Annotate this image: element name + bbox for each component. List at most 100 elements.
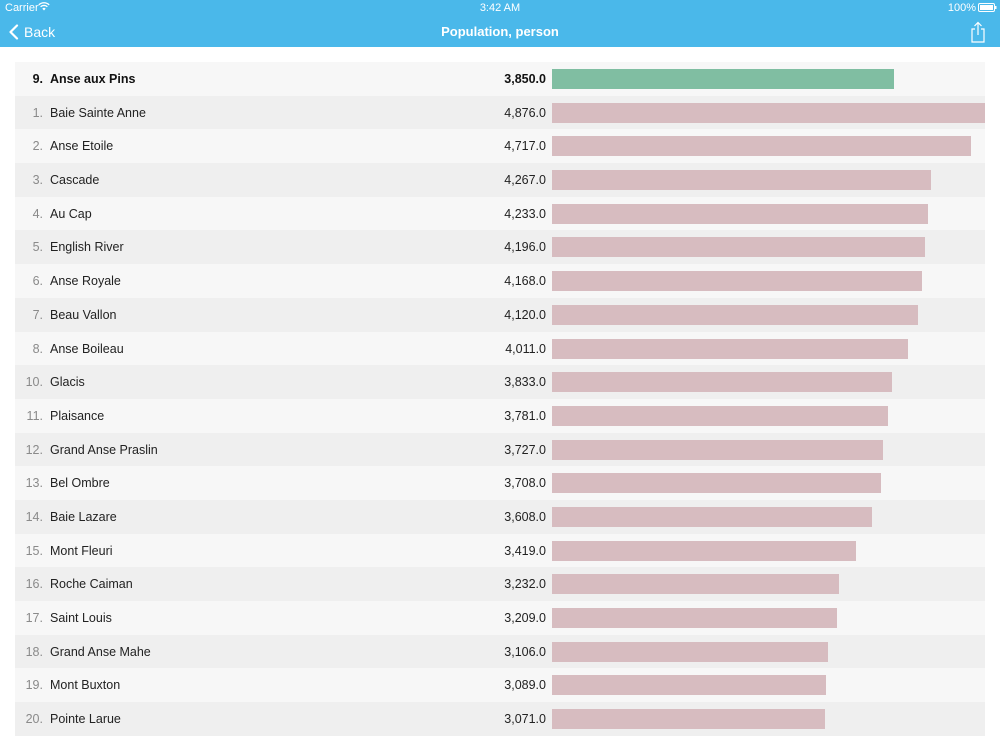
rank-label: 11. [26,408,43,423]
rank-label: 10. [25,375,43,390]
back-button[interactable]: Back [8,21,55,43]
district-name: Grand Anse Praslin [50,442,158,457]
value-label: 3,727.0 [504,442,546,457]
list-item[interactable]: 17. Saint Louis 3,209.0 [15,601,985,635]
list-item[interactable]: 16. Roche Caiman 3,232.0 [15,567,985,601]
battery-percent: 100% [947,2,976,14]
value-bar [552,574,839,595]
district-name: Anse Boileau [50,341,124,356]
district-name: Au Cap [50,206,92,221]
value-label: 4,168.0 [504,274,546,289]
share-icon[interactable] [970,21,986,43]
chevron-left-icon [9,24,19,40]
top-bar: Carrier 3:42 AM 100% Back Population, pe… [0,0,1000,47]
value-bar [552,271,923,292]
district-name: Glacis [50,375,85,390]
value-label: 3,850.0 [504,72,546,86]
district-name: Cascade [50,173,100,188]
value-bar [552,304,918,325]
rank-label: 3. [32,173,43,188]
rank-label: 20. [25,712,43,727]
value-label: 4,120.0 [504,307,546,322]
list-item-highlighted[interactable]: 9. Anse aux Pins 3,850.0 [15,62,985,96]
list-item[interactable]: 15. Mont Fleuri 3,419.0 [15,533,985,568]
rank-label: 16. [25,577,43,592]
list-item[interactable]: 2. Anse Etoile 4,717.0 [15,129,985,164]
district-name: Grand Anse Mahe [50,644,151,659]
list-item[interactable]: 10. Glacis 3,833.0 [15,365,985,399]
rank-label: 13. [25,476,43,491]
value-label: 4,011.0 [505,341,546,356]
value-bar [552,641,828,662]
list-item[interactable]: 12. Grand Anse Praslin 3,727.0 [15,432,985,467]
value-label: 3,106.0 [504,644,546,659]
list-item[interactable]: 20. Pointe Larue 3,071.0 [15,702,985,736]
value-bar [552,675,827,696]
list-item[interactable]: 7. Beau Vallon 4,120.0 [15,297,985,332]
value-bar [552,203,928,224]
rank-label: 4. [32,206,43,221]
list-item[interactable]: 14. Baie Lazare 3,608.0 [15,499,985,534]
rank-label: 9. [32,72,43,86]
value-bar [552,506,873,527]
ranking-list: 9. Anse aux Pins 3,850.0 1. Baie Sainte Anne… [15,62,985,736]
status-bar: Carrier 3:42 AM 100% [0,0,1000,16]
list-item[interactable]: 4. Au Cap 4,233.0 [15,196,985,231]
value-bar [552,102,985,123]
district-name: Plaisance [50,408,105,423]
value-label: 4,196.0 [504,240,546,255]
district-name: Baie Lazare [50,509,117,524]
list-item[interactable]: 11. Plaisance 3,781.0 [15,398,985,433]
list-item[interactable]: 18. Grand Anse Mahe 3,106.0 [15,634,985,669]
value-label: 3,209.0 [504,611,546,625]
list-item[interactable]: 6. Anse Royale 4,168.0 [15,264,985,298]
rank-label: 1. [32,105,43,120]
value-bar [552,405,888,426]
value-label: 4,717.0 [504,139,546,154]
value-label: 3,833.0 [504,375,546,390]
value-bar [552,473,882,494]
district-name: Beau Vallon [50,307,117,322]
rank-label: 15. [25,543,43,558]
district-name: Pointe Larue [50,712,121,727]
value-bar [552,136,971,157]
rank-label: 12. [25,442,43,457]
wifi-icon [38,2,50,11]
district-name: Roche Caiman [50,577,133,592]
rank-label: 14. [25,509,43,524]
value-bar [552,170,931,191]
district-name: Mont Buxton [50,678,121,693]
district-name: Anse aux Pins [50,72,136,86]
value-bar [552,69,894,89]
value-label: 3,781.0 [504,408,546,423]
district-name: Mont Fleuri [50,543,113,558]
list-item[interactable]: 13. Bel Ombre 3,708.0 [15,466,985,500]
district-name: Anse Etoile [50,139,114,154]
back-label: Back [24,24,56,40]
navigation-bar: Back Population, person [0,16,1000,47]
value-label: 4,267.0 [504,173,546,188]
value-bar [552,338,909,359]
value-bar [552,439,883,460]
value-label: 3,232.0 [504,577,546,592]
value-bar [552,372,893,393]
rank-label: 5. [32,240,43,255]
value-label: 3,608.0 [504,509,546,524]
district-name: Anse Royale [50,274,121,289]
district-name: Bel Ombre [50,476,110,491]
value-bar [552,608,837,628]
district-name: Saint Louis [50,611,112,625]
list-item[interactable]: 1. Baie Sainte Anne 4,876.0 [15,95,985,130]
value-label: 3,089.0 [504,678,546,693]
list-item[interactable]: 3. Cascade 4,267.0 [15,163,985,197]
rank-label: 17. [25,611,43,625]
district-name: Baie Sainte Anne [50,105,146,120]
list-item[interactable]: 19. Mont Buxton 3,089.0 [15,668,985,703]
rank-label: 18. [25,644,43,659]
value-label: 4,876.0 [504,105,546,120]
battery-icon [978,3,997,12]
district-name: English River [50,240,124,255]
list-item[interactable]: 5. English River 4,196.0 [15,230,985,265]
list-item[interactable]: 8. Anse Boileau 4,011.0 [15,331,985,366]
status-time: 3:42 AM [479,2,521,14]
